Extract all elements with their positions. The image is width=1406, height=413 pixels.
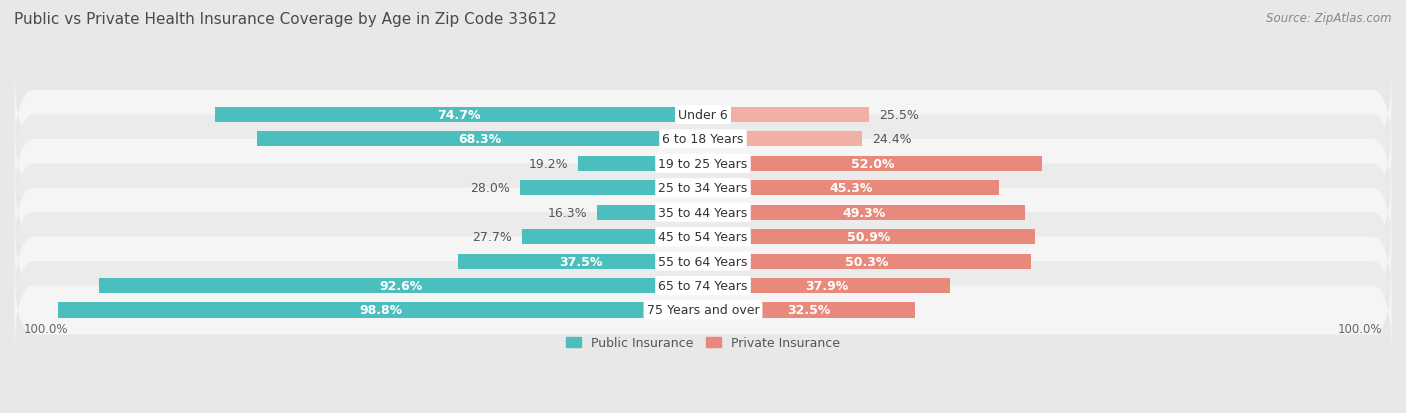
Bar (703, 254, 1032, 269)
Bar (703, 181, 998, 196)
Text: 75 Years and over: 75 Years and over (647, 304, 759, 317)
Text: 25 to 34 Years: 25 to 34 Years (658, 182, 748, 195)
Text: 37.5%: 37.5% (560, 255, 602, 268)
Text: 100.0%: 100.0% (24, 322, 69, 335)
Text: 27.7%: 27.7% (472, 230, 512, 244)
Bar (520, 181, 703, 196)
FancyBboxPatch shape (14, 140, 1392, 237)
Bar (98, 278, 703, 293)
Text: 68.3%: 68.3% (458, 133, 502, 146)
Text: 98.8%: 98.8% (359, 304, 402, 317)
Text: 19.2%: 19.2% (529, 157, 568, 171)
Text: 49.3%: 49.3% (842, 206, 886, 219)
Text: 25.5%: 25.5% (879, 109, 920, 122)
FancyBboxPatch shape (14, 66, 1392, 164)
Bar (703, 157, 1042, 171)
Bar (703, 278, 950, 293)
Text: Source: ZipAtlas.com: Source: ZipAtlas.com (1267, 12, 1392, 25)
Bar (703, 303, 915, 318)
Bar (458, 254, 703, 269)
FancyBboxPatch shape (14, 115, 1392, 213)
Bar (522, 230, 703, 244)
Text: 32.5%: 32.5% (787, 304, 831, 317)
Text: 100.0%: 100.0% (1337, 322, 1382, 335)
Legend: Public Insurance, Private Insurance: Public Insurance, Private Insurance (561, 332, 845, 354)
Text: 45.3%: 45.3% (830, 182, 873, 195)
Text: 37.9%: 37.9% (806, 279, 848, 292)
FancyBboxPatch shape (14, 213, 1392, 310)
FancyBboxPatch shape (14, 237, 1392, 335)
Text: 50.9%: 50.9% (848, 230, 891, 244)
Text: 50.3%: 50.3% (845, 255, 889, 268)
FancyBboxPatch shape (14, 164, 1392, 261)
Bar (703, 132, 862, 147)
FancyBboxPatch shape (14, 188, 1392, 286)
Text: 24.4%: 24.4% (872, 133, 911, 146)
Text: 52.0%: 52.0% (851, 157, 894, 171)
Bar (703, 230, 1035, 244)
Bar (596, 205, 703, 220)
Text: 55 to 64 Years: 55 to 64 Years (658, 255, 748, 268)
Text: Under 6: Under 6 (678, 109, 728, 122)
Text: 19 to 25 Years: 19 to 25 Years (658, 157, 748, 171)
FancyBboxPatch shape (14, 261, 1392, 359)
FancyBboxPatch shape (14, 91, 1392, 188)
Bar (257, 132, 703, 147)
Bar (58, 303, 703, 318)
Text: 92.6%: 92.6% (380, 279, 422, 292)
Bar (703, 108, 869, 123)
Bar (578, 157, 703, 171)
Bar (215, 108, 703, 123)
Text: 65 to 74 Years: 65 to 74 Years (658, 279, 748, 292)
Text: Public vs Private Health Insurance Coverage by Age in Zip Code 33612: Public vs Private Health Insurance Cover… (14, 12, 557, 27)
Text: 16.3%: 16.3% (547, 206, 586, 219)
Text: 45 to 54 Years: 45 to 54 Years (658, 230, 748, 244)
Text: 6 to 18 Years: 6 to 18 Years (662, 133, 744, 146)
Text: 28.0%: 28.0% (471, 182, 510, 195)
Text: 35 to 44 Years: 35 to 44 Years (658, 206, 748, 219)
Bar (703, 205, 1025, 220)
Text: 74.7%: 74.7% (437, 109, 481, 122)
